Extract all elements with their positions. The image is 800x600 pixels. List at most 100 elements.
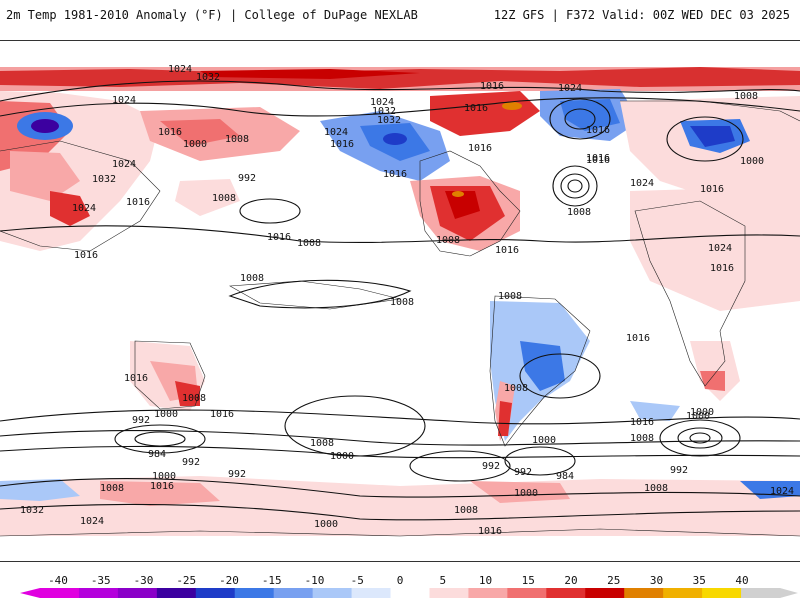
colorbar-segment bbox=[351, 588, 392, 598]
isobar-label: 1008 bbox=[390, 297, 414, 308]
isobar-label: 1008 bbox=[504, 383, 528, 394]
isobar-label: 1024 bbox=[770, 486, 794, 497]
colorbar-segment bbox=[234, 588, 275, 598]
colorbar-tick-label: -5 bbox=[350, 574, 364, 587]
coastlines bbox=[0, 100, 800, 537]
colorbar-segment bbox=[546, 588, 586, 598]
isobar-label: 1024 bbox=[630, 178, 654, 189]
isobar-label: 1008 bbox=[182, 393, 206, 404]
colorbar-tick-label: 30 bbox=[649, 574, 664, 587]
colorbar: -40 -35 -30 -25 -20 -15 -10 -5 0 5 10 15 20 25 30 35 40 bbox=[0, 562, 800, 600]
isobar-label: 1016 bbox=[210, 409, 234, 420]
isobar-label: 1000 bbox=[686, 411, 710, 422]
isobar-label: 1024 bbox=[708, 243, 732, 254]
isobar-label: 1008 bbox=[498, 291, 522, 302]
colorbar-tick-label: 20 bbox=[564, 574, 578, 587]
colorbar-tick-label: -40 bbox=[48, 574, 68, 587]
isobar-label: 1008 bbox=[225, 134, 249, 145]
colorbar-segment bbox=[78, 588, 119, 598]
colorbar-segment bbox=[468, 588, 508, 598]
colorbar-segment bbox=[702, 588, 742, 598]
colorbar-tick-label: 15 bbox=[521, 574, 535, 587]
colorbar-tick-label: 10 bbox=[478, 574, 493, 587]
isobars bbox=[0, 80, 800, 521]
isobar-label: 992 bbox=[670, 465, 688, 476]
isobar-label: 1016 bbox=[626, 333, 650, 344]
isobar-label: 1008 bbox=[100, 483, 124, 494]
isobar-label: 1024 bbox=[72, 203, 96, 214]
colorbar-tick-label: 0 bbox=[396, 574, 404, 587]
map-title: 2m Temp 1981-2010 Anomaly (°F) | College… bbox=[6, 8, 418, 22]
colorbar-segment bbox=[429, 588, 469, 598]
isobar-label: 1000 bbox=[314, 519, 338, 530]
isobar-label: 1000 bbox=[514, 488, 538, 499]
isobar-label: 992 bbox=[482, 461, 500, 472]
isobar-label: 1000 bbox=[690, 407, 714, 418]
isobar-label: 1032 bbox=[372, 106, 396, 117]
colorbar-tick-label: 25 bbox=[607, 574, 621, 587]
colorbar-min-arrow bbox=[20, 588, 40, 598]
isobar-label: 1000 bbox=[152, 471, 176, 482]
isobar-label: 1008 bbox=[240, 273, 264, 284]
isobar-label: 1024 bbox=[168, 64, 192, 75]
isobar-label: 1016 bbox=[383, 169, 407, 180]
isobar-label: 1016 bbox=[630, 417, 654, 428]
colorbar-tick-label: -20 bbox=[219, 574, 239, 587]
isobar-labels: 1024 1032 1024 1016 1008 1000 1024 992 1… bbox=[20, 64, 794, 537]
model-run-info: 12Z GFS | F372 Valid: 00Z WED DEC 03 202… bbox=[493, 8, 790, 22]
colorbar-tick-label: -15 bbox=[261, 574, 282, 587]
colorbar-segment bbox=[585, 588, 625, 598]
colorbar-tick-label: -25 bbox=[176, 574, 197, 587]
colorbar-segment bbox=[507, 588, 547, 598]
isobar-label: 984 bbox=[556, 471, 574, 482]
isobar-label: 1016 bbox=[464, 103, 488, 114]
isobar-label: 992 bbox=[514, 467, 532, 478]
isobar-label: 1024 bbox=[324, 127, 348, 138]
colorbar-segment bbox=[390, 588, 430, 598]
isobar-label: 1000 bbox=[154, 409, 178, 420]
colorbar-segment bbox=[624, 588, 664, 598]
isobar-label: 1016 bbox=[586, 155, 610, 166]
isobar-label: 1032 bbox=[196, 72, 220, 83]
colorbar-segment bbox=[663, 588, 703, 598]
isobar-label: 984 bbox=[148, 449, 166, 460]
isobar-label: 1000 bbox=[183, 139, 207, 150]
colorbar-tick-label: 40 bbox=[735, 574, 749, 587]
colorbar-segment bbox=[312, 588, 353, 598]
isobar-label: 1016 bbox=[700, 184, 724, 195]
isobar-label: 1016 bbox=[710, 263, 734, 274]
isobar-label: 1016 bbox=[495, 245, 519, 256]
isobar-label: 1016 bbox=[126, 197, 150, 208]
isobar-label: 1008 bbox=[310, 438, 334, 449]
isobar-label: 1000 bbox=[740, 156, 764, 167]
colorbar-segment bbox=[117, 588, 158, 598]
isobar-label: 1008 bbox=[212, 193, 236, 204]
isobar-label: 1024 bbox=[370, 97, 394, 108]
isobar-label: 1016 bbox=[267, 232, 291, 243]
header: 2m Temp 1981-2010 Anomaly (°F) | College… bbox=[0, 0, 800, 38]
isobar-label: 1016 bbox=[480, 81, 504, 92]
isobar-label: 1016 bbox=[478, 526, 502, 537]
isobar-label: 992 bbox=[132, 415, 150, 426]
colorbar-tick-label: 5 bbox=[439, 574, 447, 587]
isobar-label: 1024 bbox=[112, 159, 136, 170]
isobar-label: 1032 bbox=[92, 174, 116, 185]
colorbar-max-arrow bbox=[780, 588, 798, 598]
isobar-label: 1016 bbox=[74, 250, 98, 261]
isobar-label: 1016 bbox=[330, 139, 354, 150]
isobar-label: 992 bbox=[228, 469, 246, 480]
isobar-label: 1016 bbox=[586, 125, 610, 136]
isobar-label: 1032 bbox=[377, 115, 401, 126]
isobar-label: 1024 bbox=[558, 83, 582, 94]
colorbar-strip bbox=[20, 588, 798, 598]
world-map: 1024 1032 1024 1016 1008 1000 1024 992 1… bbox=[0, 40, 800, 562]
isobar-label: 992 bbox=[238, 173, 256, 184]
colorbar-tick-label: -35 bbox=[90, 574, 111, 587]
isobar-label: 1000 bbox=[330, 451, 354, 462]
isobar-label: 1016 bbox=[586, 153, 610, 164]
colorbar-segment bbox=[741, 588, 781, 598]
isobar-label: 1008 bbox=[567, 207, 591, 218]
isobar-label: 1008 bbox=[454, 505, 478, 516]
isobar-label: 1008 bbox=[644, 483, 668, 494]
colorbar-tick-label: -10 bbox=[304, 574, 325, 587]
